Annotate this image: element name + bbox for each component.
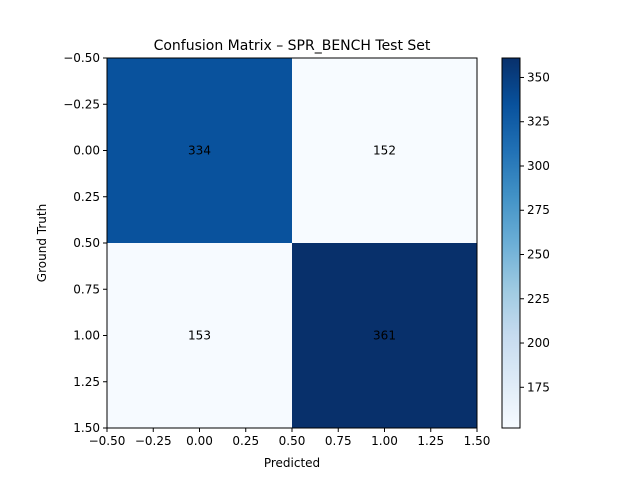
cell-value-r1-c0: 153: [188, 329, 211, 343]
y-tick-label: 0.50: [73, 236, 100, 250]
heatmap-cells: [107, 58, 477, 428]
y-axis-ticks: −0.50 −0.25 0.00 0.25 0.50 0.75 1.00 1.25 1.50: [63, 51, 107, 435]
cell-value-r0-c1: 152: [373, 144, 396, 158]
colorbar-tick-label: 175: [527, 380, 550, 394]
x-axis-label: Predicted: [264, 456, 320, 470]
heatmap-cell-labels: 334 152 153 361: [188, 144, 396, 343]
heatmap-cell-r1-c1: [292, 243, 477, 428]
x-tick-label: 1.00: [371, 434, 398, 448]
colorbar-tick-label: 250: [527, 248, 550, 262]
colorbar-tick-label: 325: [527, 115, 550, 129]
colorbar-tick-label: 275: [527, 203, 550, 217]
x-tick-label: 0.75: [325, 434, 352, 448]
x-tick-label: 1.50: [464, 434, 491, 448]
heatmap-cell-r0-c0: [107, 58, 292, 243]
y-axis-label: Ground Truth: [35, 204, 49, 282]
colorbar: [501, 57, 521, 429]
x-tick-label: 0.50: [279, 434, 306, 448]
heatmap-cell-r1-c0: [107, 243, 292, 428]
colorbar-tick-label: 200: [527, 336, 550, 350]
y-tick-label: 1.50: [73, 421, 100, 435]
colorbar-tick-label: 300: [527, 159, 550, 173]
y-tick-label: 0.00: [73, 144, 100, 158]
colorbar-ticks: 175 200 225 250 275 300 325 350: [520, 70, 550, 394]
colorbar-tick-label: 225: [527, 292, 550, 306]
x-tick-label: −0.50: [89, 434, 126, 448]
y-tick-label: 0.25: [73, 190, 100, 204]
cell-value-r0-c0: 334: [188, 144, 211, 158]
y-tick-label: 1.00: [73, 329, 100, 343]
colorbar-tick-label: 350: [527, 70, 550, 84]
x-tick-label: 0.00: [186, 434, 213, 448]
chart-title: Confusion Matrix – SPR_BENCH Test Set: [154, 38, 431, 54]
y-tick-label: −0.25: [63, 97, 100, 111]
x-tick-label: −0.25: [135, 434, 172, 448]
x-tick-label: 0.25: [232, 434, 259, 448]
heatmap-cell-r0-c1: [292, 58, 477, 243]
cell-value-r1-c1: 361: [373, 329, 396, 343]
y-tick-label: 1.25: [73, 375, 100, 389]
y-tick-label: 0.75: [73, 282, 100, 296]
y-tick-label: −0.50: [63, 51, 100, 65]
x-axis-ticks: −0.50 −0.25 0.00 0.25 0.50 0.75 1.00 1.25 1.50: [89, 428, 491, 448]
x-tick-label: 1.25: [417, 434, 444, 448]
